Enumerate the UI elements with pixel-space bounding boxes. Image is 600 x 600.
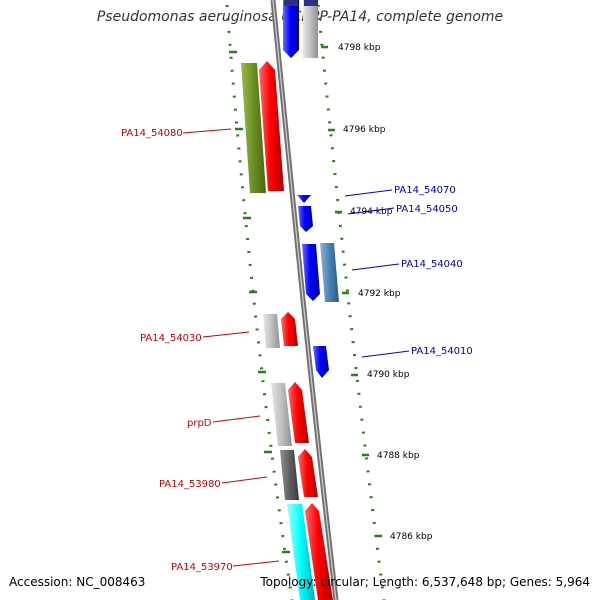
gene-feature[interactable] <box>287 504 315 600</box>
gene-label-right[interactable]: PA14_54070 <box>394 185 456 196</box>
gene-feature[interactable] <box>298 449 318 497</box>
gene-feature[interactable] <box>304 0 318 6</box>
gene-feature[interactable] <box>280 450 299 500</box>
gene-label-right[interactable]: PA14_54040 <box>401 259 463 270</box>
gene-label-left[interactable]: PA14_53980 <box>159 479 221 490</box>
gene-feature[interactable] <box>305 503 333 600</box>
gene-feature[interactable] <box>302 244 320 301</box>
gene-label-left[interactable]: PA14_54080 <box>121 128 183 139</box>
genome-backbone-highlight <box>272 0 337 600</box>
gene-feature[interactable] <box>303 0 318 58</box>
forward-label-leaders <box>182 128 280 567</box>
gene-feature[interactable] <box>284 0 298 6</box>
kbp-label: 4792 kbp <box>358 289 401 299</box>
gene-feature[interactable] <box>281 312 298 346</box>
kbp-label: 4796 kbp <box>343 125 386 135</box>
gene-label-right[interactable]: PA14_54010 <box>411 346 473 357</box>
reverse-label-leaders <box>344 189 410 358</box>
kbp-label: 4790 kbp <box>367 370 410 380</box>
kbp-label: 4794 kbp <box>350 207 393 217</box>
gene-feature[interactable] <box>283 0 299 58</box>
inner-major-ticks <box>229 50 290 554</box>
gene-label-right[interactable]: PA14_54050 <box>396 204 458 215</box>
gene-feature[interactable] <box>288 382 309 443</box>
kbp-label: 4786 kbp <box>390 532 433 542</box>
genome-summary-text: Topology: circular; Length: 6,537,648 bp… <box>260 575 590 589</box>
gene-feature[interactable] <box>263 314 280 348</box>
gene-feature[interactable] <box>259 61 284 191</box>
gene-feature[interactable] <box>241 63 266 193</box>
kbp-label: 4798 kbp <box>338 43 381 53</box>
outer-major-ticks <box>321 45 382 538</box>
gene-feature[interactable] <box>298 206 313 232</box>
page-title: Pseudomonas aeruginosa UCBPP-PA14, compl… <box>96 9 504 25</box>
accession-text: Accession: NC_008463 <box>9 575 146 589</box>
gene-label-left[interactable]: PA14_54030 <box>140 333 202 344</box>
gene-label-left[interactable]: PA14_53970 <box>171 562 233 573</box>
kbp-label: 4788 kbp <box>377 451 420 461</box>
gene-feature[interactable] <box>271 383 292 446</box>
gene-feature[interactable] <box>320 243 339 302</box>
gene-feature[interactable] <box>313 346 329 378</box>
gene-label-left[interactable]: prpD <box>187 418 212 429</box>
gene-feature[interactable] <box>297 195 311 203</box>
